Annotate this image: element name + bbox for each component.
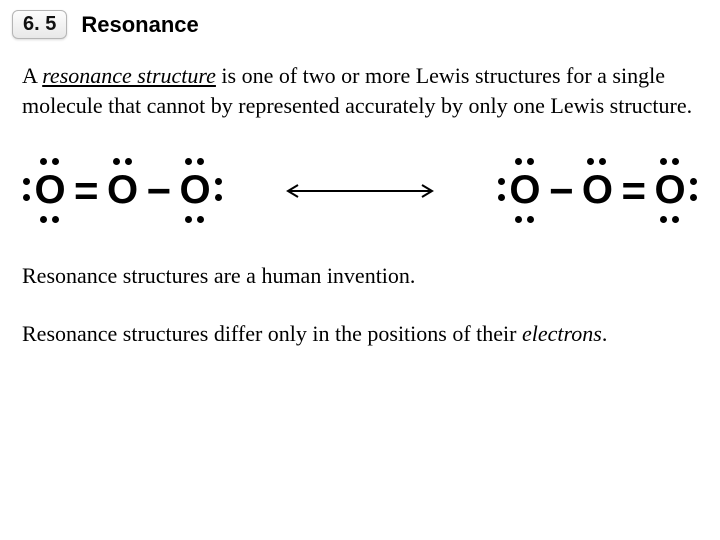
atom-o-right-1: O — [505, 168, 545, 213]
electron-dot — [197, 216, 204, 223]
electron-dot — [185, 216, 192, 223]
intro-term: resonance structure — [42, 63, 216, 88]
electron-dot — [52, 216, 59, 223]
double-bond: = — [617, 170, 650, 212]
electron-dot — [690, 178, 697, 185]
intro-paragraph: A resonance structure is one of two or m… — [0, 45, 720, 120]
electron-dot — [587, 158, 594, 165]
footer-line-1: Resonance structures are a human inventi… — [0, 253, 720, 291]
electron-dot — [515, 216, 522, 223]
atom-o-left-3: O — [175, 168, 215, 213]
electron-dot — [197, 158, 204, 165]
intro-lead: A — [22, 63, 42, 88]
electron-dot — [125, 158, 132, 165]
lewis-structure-left: O = O − O — [30, 168, 215, 213]
electron-dot — [52, 158, 59, 165]
electron-dot — [527, 158, 534, 165]
single-bond: − — [545, 170, 578, 212]
single-bond: − — [143, 170, 176, 212]
electron-dot — [515, 158, 522, 165]
atom-o-left-1: O — [30, 168, 70, 213]
double-bond: = — [70, 170, 103, 212]
electron-dot — [215, 178, 222, 185]
electron-dot — [599, 158, 606, 165]
resonance-diagram: O = O − O O − O — [0, 120, 720, 253]
electron-dot — [40, 158, 47, 165]
atom-label: O — [34, 168, 65, 212]
lewis-structure-right: O − O = O — [505, 168, 690, 213]
electron-dot — [660, 216, 667, 223]
electron-dot — [498, 194, 505, 201]
resonance-arrow-icon — [280, 181, 440, 201]
electron-dot — [527, 216, 534, 223]
electron-dot — [690, 194, 697, 201]
atom-label: O — [582, 168, 613, 212]
electron-dot — [23, 178, 30, 185]
atom-o-right-2: O — [577, 168, 617, 213]
electron-dot — [215, 194, 222, 201]
section-number-badge: 6. 5 — [12, 10, 67, 39]
atom-label: O — [107, 168, 138, 212]
footer2-tail: . — [602, 321, 608, 346]
footer2-em: electrons — [522, 321, 602, 346]
atom-label: O — [654, 168, 685, 212]
electron-dot — [672, 158, 679, 165]
atom-o-left-2: O — [103, 168, 143, 213]
electron-dot — [40, 216, 47, 223]
atom-label: O — [509, 168, 540, 212]
slide-header: 6. 5 Resonance — [0, 0, 720, 45]
footer2-lead: Resonance structures differ only in the … — [22, 321, 522, 346]
footer-line-2: Resonance structures differ only in the … — [0, 291, 720, 349]
electron-dot — [23, 194, 30, 201]
electron-dot — [185, 158, 192, 165]
electron-dot — [660, 158, 667, 165]
atom-label: O — [180, 168, 211, 212]
electron-dot — [672, 216, 679, 223]
electron-dot — [113, 158, 120, 165]
page-title: Resonance — [81, 12, 198, 38]
atom-o-right-3: O — [650, 168, 690, 213]
electron-dot — [498, 178, 505, 185]
